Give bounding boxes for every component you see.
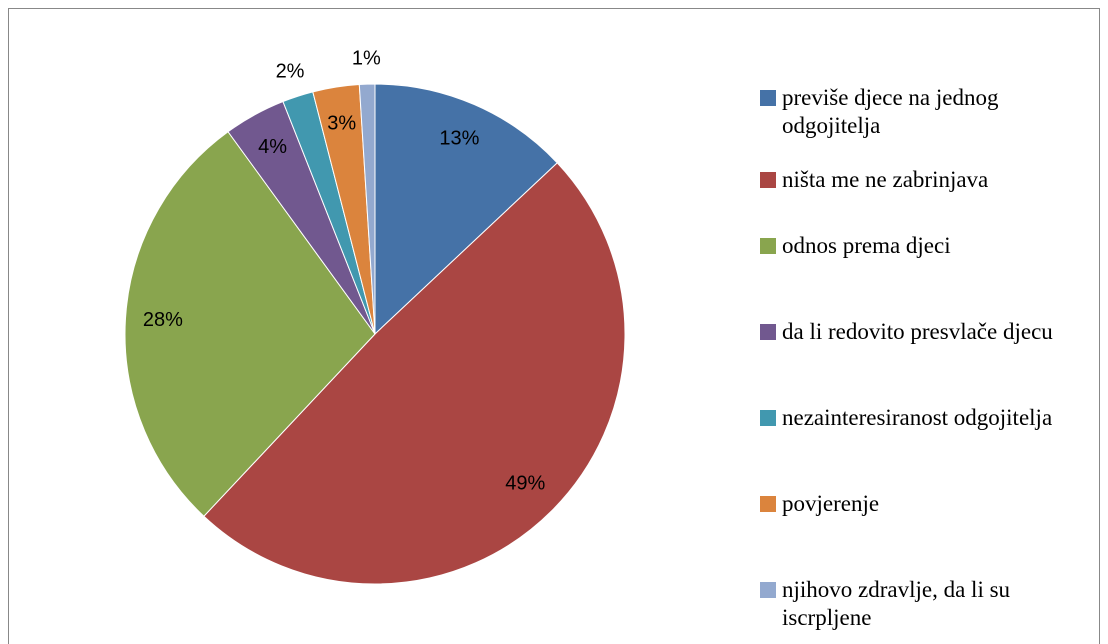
pie-slice [358, 83, 376, 335]
data-label: 2% [276, 61, 305, 83]
legend-label: previše djece na jednog odgojitelja [782, 85, 999, 138]
data-label: 13% [439, 127, 479, 149]
legend-label: nezainteresiranost odgojitelja [782, 405, 1053, 430]
legend-item: odnos prema djeci [760, 232, 1100, 260]
data-label: 3% [327, 112, 356, 134]
legend-label: ništa me ne zabrinjava [782, 167, 989, 192]
legend-item: da li redovito presvlače djecu [760, 318, 1100, 346]
legend-swatch [760, 496, 776, 512]
pie-slice [124, 131, 376, 517]
legend-label: odnos prema djeci [782, 233, 951, 258]
legend-item: povjerenje [760, 490, 1100, 518]
legend-swatch [760, 582, 776, 598]
legend-label: njihovo zdravlje, da li su iscrpljene [782, 577, 1011, 630]
data-label: 4% [258, 136, 287, 158]
data-label: 28% [143, 309, 183, 331]
legend-item: nezainteresiranost odgojitelja [760, 404, 1100, 432]
legend-label: da li redovito presvlače djecu [782, 319, 1053, 344]
legend-swatch [760, 410, 776, 426]
legend-swatch [760, 324, 776, 340]
legend-swatch [760, 90, 776, 106]
pie-slice [203, 162, 626, 585]
legend-label: povjerenje [782, 491, 880, 516]
legend-item: previše djece na jednog odgojitelja [760, 84, 1100, 140]
legend-swatch [760, 172, 776, 188]
legend-swatch [760, 238, 776, 254]
legend-item: njihovo zdravlje, da li su iscrpljene [760, 576, 1100, 632]
data-label: 1% [352, 47, 381, 69]
frame [8, 8, 1100, 644]
pie-slice [374, 83, 558, 336]
legend-item: ništa me ne zabrinjava [760, 166, 1100, 194]
data-label: 49% [505, 473, 545, 495]
